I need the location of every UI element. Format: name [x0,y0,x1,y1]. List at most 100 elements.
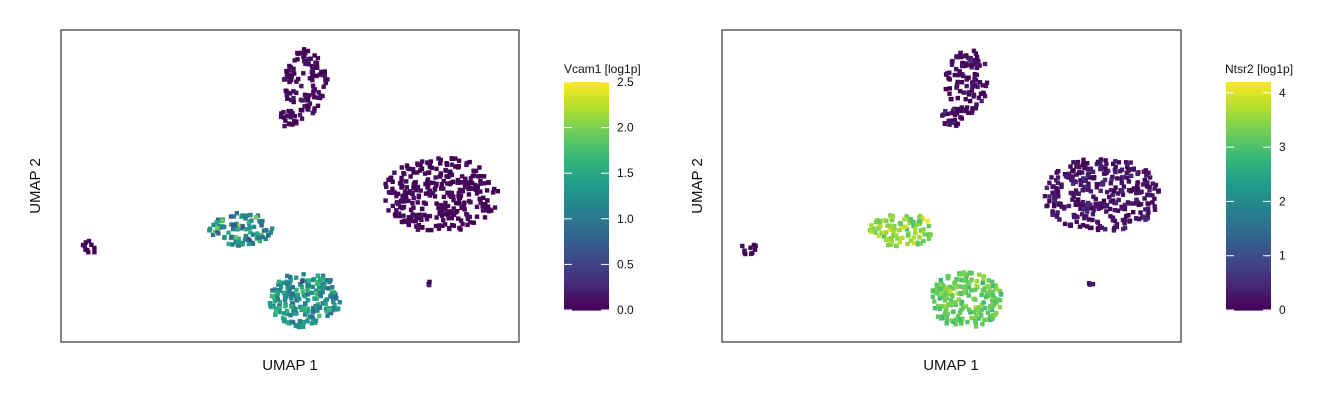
hexbin-point [297,296,302,302]
hexbin-point [405,165,410,171]
hexbin-point [311,90,316,96]
hexbin-point [460,221,465,227]
hexbin-point [971,296,976,302]
hexbin-point [299,116,305,121]
hexbin-point [409,191,415,196]
colorbar-segment [564,123,609,129]
hexbin-point [955,79,960,85]
colorbar-segment [1226,237,1271,243]
hexbin-point [897,239,903,245]
hexbin-point [292,58,297,63]
hexbin-point [974,54,980,60]
hexbin-point [418,215,424,220]
hexbin-point [411,195,416,201]
hexbin-point [279,111,284,116]
hexbin-point [884,218,889,224]
hexbin-point [226,230,231,235]
hexbin-point [425,160,430,165]
hexbin-point [410,200,415,206]
hexbin-point [459,205,464,211]
hexbin-point [397,213,402,219]
hexbin-point [461,202,467,208]
hexbin-point [322,69,327,74]
hexbin-point [384,184,389,189]
hexbin-point [301,272,306,277]
hexbin-point [305,292,311,297]
hexbin-point [994,310,999,316]
y-axis-title: UMAP 2 [27,158,44,214]
hexbin-point [260,218,265,224]
hexbin-point [243,233,249,239]
colorbar-segment [564,199,609,205]
colorbar-segment [564,196,609,201]
hexbin-point [316,95,321,100]
hexbin-point [748,251,754,257]
hexbin-point [275,297,280,302]
hexbin-point [314,294,320,299]
hexbin-point [399,219,405,225]
hexbin-point [438,210,443,215]
hexbin-point [1087,175,1092,180]
hexbin-point [914,222,919,227]
hexbin-point [1098,160,1103,165]
hexbin-point [1102,177,1108,183]
hexbin-point [449,222,455,228]
hexbin-point [480,208,486,213]
colorbar-segment [1226,131,1271,136]
hexbin-point [318,294,323,299]
hexbin-point [320,301,326,306]
hexbin-point [946,273,951,279]
hexbin-point [406,198,411,204]
hexbin-point [915,242,921,247]
hexbin-point [314,304,319,309]
hexbin-point [1083,162,1088,168]
colorbar-segment [1226,275,1271,281]
hexbin-point [322,73,328,78]
hexbin-point [956,284,962,289]
hexbin-point [403,219,408,224]
hexbin-point [1133,190,1139,196]
hexbin-point [946,118,951,124]
hexbin-point [298,107,303,113]
umap-panel-ntsr2: UMAP 1 UMAP 2 Ntsr2 [log1p] 0 1 2 3 4 [689,29,1293,374]
hexbin-point [434,166,439,172]
hexbin-point [1138,189,1143,195]
colorbar-segment [564,272,609,277]
hexbin-point [986,278,991,283]
hexbin-point [937,296,942,301]
hexbin-point [947,122,952,127]
hexbin-point [959,116,964,121]
hexbin-point [289,97,294,103]
hexbin-point [294,119,299,124]
hexbin-point [404,179,409,184]
hexbin-point [1042,194,1048,199]
hexbin-point [1138,210,1143,215]
hexbin-point [439,213,445,218]
hexbin-point [963,97,968,102]
hexbin-point [400,193,405,199]
colorbar-segment [1226,298,1271,303]
hexbin-point [416,193,421,198]
hexbin-point [958,291,963,296]
hexbin-point [992,296,997,301]
hexbin-point [314,288,319,293]
hexbin-point [463,178,468,183]
hexbin-point [274,310,279,315]
hexbin-point [1093,201,1098,207]
hexbin-point [230,222,236,227]
hexbin-point [305,97,311,102]
hexbin-point [907,220,913,225]
hexbin-point [938,316,944,321]
hexbin-point [951,319,956,324]
hexbin-point [1152,207,1158,212]
hexbin-point [974,308,979,313]
colorbar-segment [564,222,609,227]
hexbin-point [961,272,966,277]
hexbin-point [932,299,937,304]
hexbin-point [426,190,431,195]
hexbin-point [887,227,893,233]
hexbin-point [971,48,977,53]
hexbin-point [1140,214,1145,219]
hexbin-point [1152,204,1157,209]
